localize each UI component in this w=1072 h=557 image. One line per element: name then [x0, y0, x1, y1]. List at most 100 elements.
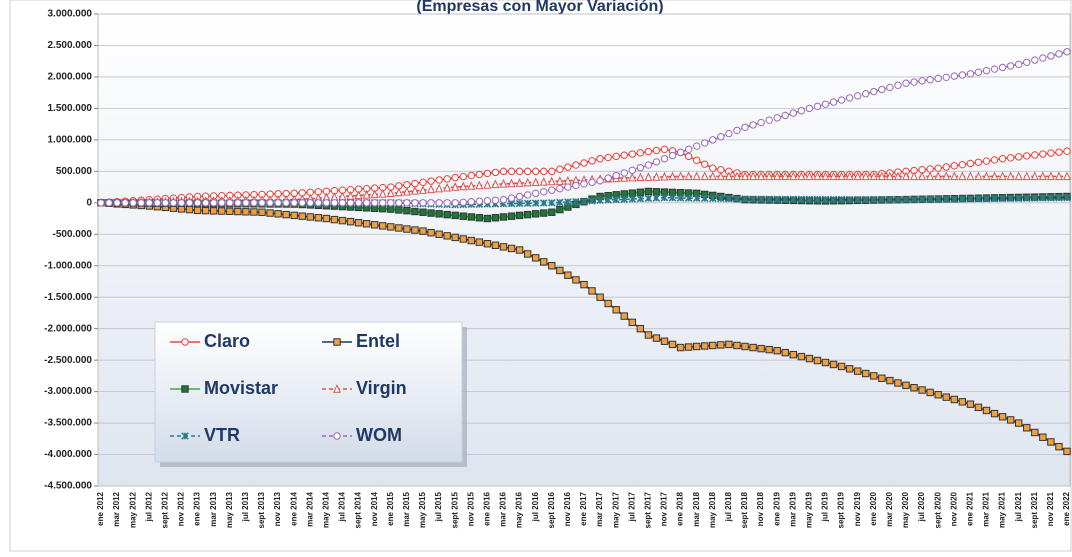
- marker: [362, 199, 371, 207]
- marker: [821, 100, 830, 108]
- marker: [499, 213, 508, 221]
- marker: [427, 199, 435, 207]
- marker: [548, 208, 556, 216]
- marker: [998, 171, 1007, 181]
- marker: [459, 198, 467, 206]
- marker: [861, 171, 870, 181]
- marker: [403, 225, 411, 233]
- marker: [333, 384, 341, 393]
- y-tick-label: 3.000.000: [48, 9, 93, 20]
- x-tick-label: ene 2016: [483, 491, 492, 525]
- marker: [845, 171, 854, 181]
- marker: [660, 145, 669, 154]
- marker: [1055, 148, 1063, 156]
- marker: [821, 195, 830, 204]
- marker: [950, 162, 958, 170]
- marker: [475, 214, 484, 222]
- y-tick-label: 2.000.000: [48, 72, 93, 83]
- marker: [370, 189, 379, 199]
- marker: [926, 388, 934, 397]
- marker: [910, 195, 918, 204]
- marker: [419, 199, 427, 207]
- marker: [564, 198, 572, 206]
- marker: [387, 199, 395, 207]
- marker: [499, 195, 508, 204]
- marker: [870, 195, 878, 204]
- y-tick-label: 1.000.000: [48, 135, 93, 146]
- marker: [886, 376, 894, 385]
- marker: [604, 299, 612, 308]
- marker: [580, 180, 588, 188]
- x-tick-label: may 2018: [708, 491, 717, 528]
- marker: [636, 188, 645, 196]
- legend: Claro Entel Movistar Virgin VTR WOM: [154, 321, 467, 467]
- marker: [427, 209, 435, 217]
- marker: [338, 199, 347, 207]
- x-tick-label: ene 2022: [1062, 491, 1071, 525]
- marker: [934, 391, 942, 399]
- x-tick-label: nov 2018: [756, 491, 765, 526]
- marker: [242, 208, 250, 216]
- marker: [733, 126, 741, 135]
- marker: [515, 246, 524, 254]
- marker: [902, 195, 910, 204]
- marker: [556, 198, 564, 207]
- marker: [918, 386, 926, 394]
- y-tick-label: -1.000.000: [44, 260, 92, 271]
- marker: [531, 177, 540, 187]
- marker: [1023, 424, 1031, 432]
- marker: [620, 173, 629, 182]
- marker: [1014, 171, 1023, 181]
- marker: [556, 165, 564, 173]
- marker: [765, 345, 773, 354]
- marker: [709, 136, 717, 144]
- marker: [145, 199, 154, 207]
- marker: [523, 210, 532, 219]
- marker: [338, 216, 347, 225]
- marker: [234, 199, 242, 207]
- x-tick-label: sept 2020: [933, 491, 942, 528]
- marker: [346, 199, 355, 207]
- marker: [443, 232, 451, 240]
- marker: [749, 121, 757, 129]
- marker: [371, 199, 379, 207]
- marker: [958, 398, 967, 406]
- marker: [966, 171, 975, 181]
- marker: [451, 233, 459, 242]
- marker: [1006, 171, 1015, 181]
- x-tick-label: mar 2021: [982, 491, 991, 526]
- marker: [371, 221, 379, 229]
- marker: [395, 199, 403, 207]
- marker: [894, 81, 902, 90]
- marker: [322, 199, 331, 207]
- marker: [942, 195, 951, 203]
- marker: [596, 196, 604, 205]
- marker: [724, 171, 733, 181]
- marker: [411, 226, 419, 234]
- marker: [910, 171, 919, 181]
- marker: [451, 211, 459, 220]
- marker: [507, 178, 516, 188]
- marker: [966, 159, 975, 168]
- x-tick-label: nov 2016: [563, 491, 572, 526]
- marker: [628, 195, 637, 203]
- marker: [725, 195, 733, 203]
- marker: [507, 212, 516, 220]
- y-tick-label: -3.000.000: [44, 386, 92, 397]
- marker: [789, 350, 797, 359]
- marker: [435, 199, 443, 207]
- marker: [475, 180, 484, 190]
- marker: [201, 206, 210, 215]
- marker: [725, 340, 733, 349]
- marker: [894, 379, 902, 387]
- marker: [652, 172, 661, 181]
- marker: [958, 195, 967, 203]
- marker: [829, 98, 838, 106]
- x-tick-label: may 2013: [225, 491, 234, 528]
- marker: [258, 208, 266, 216]
- x-tick-label: jul 2021: [1014, 491, 1023, 522]
- marker: [934, 195, 942, 204]
- marker: [531, 199, 540, 207]
- marker: [998, 413, 1007, 421]
- marker: [1015, 60, 1023, 69]
